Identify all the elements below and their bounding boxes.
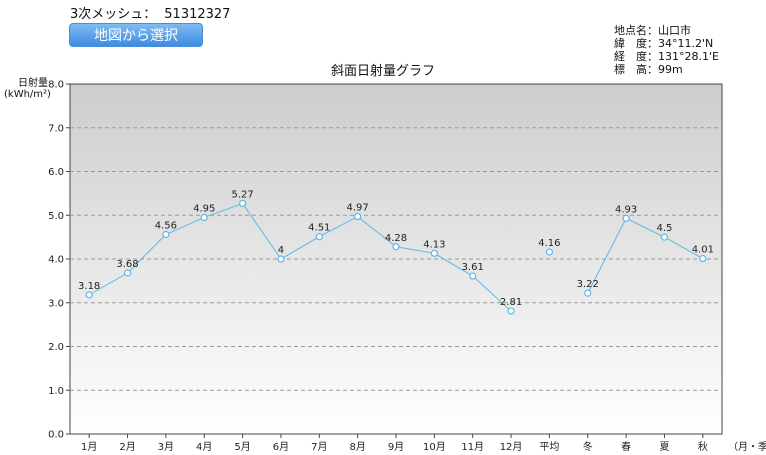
x-tick-label: 6月 — [273, 441, 289, 453]
data-label: 4.97 — [347, 203, 369, 214]
data-label: 4.13 — [423, 239, 445, 250]
x-tick-label: 4月 — [196, 441, 212, 453]
x-tick-label: 1月 — [81, 441, 97, 453]
y-tick-label: 6.0 — [48, 167, 64, 178]
data-point — [469, 272, 477, 280]
series-line — [587, 217, 704, 294]
mesh-code-label: 3次メッシュ： 51312327 — [70, 3, 230, 22]
y-axis-label-line2: (kWh/m²) — [4, 89, 51, 100]
altitude-row: 標 高：99m — [614, 63, 719, 76]
data-point — [660, 233, 669, 241]
y-tick-label: 8.0 — [48, 80, 64, 91]
x-tick-label: 8月 — [349, 441, 365, 453]
x-tick-label: 10月 — [423, 441, 446, 453]
data-point — [354, 212, 362, 221]
series — [85, 199, 707, 315]
mesh-label: 3次メッシュ： — [70, 7, 157, 22]
x-tick-label: 3月 — [158, 441, 174, 453]
data-label: 3.68 — [116, 259, 138, 270]
data-label: 2.81 — [500, 297, 522, 308]
data-point — [200, 213, 208, 222]
select-from-map-button[interactable]: 地図から選択 — [69, 23, 203, 47]
mesh-code: 51312327 — [164, 7, 231, 22]
data-label: 4.16 — [538, 238, 560, 249]
data-point — [238, 199, 247, 208]
y-axis-unit: 日射量 (kWh/m²) — [4, 78, 51, 100]
y-tick-label: 2.0 — [48, 342, 64, 353]
labels: 3.18 3.68 4.56 4.95 5.27 4 4.51 4.97 4.28 4.13 3.6… — [78, 189, 714, 308]
latitude-value: 34°11.2'N — [658, 37, 714, 50]
data-point — [392, 243, 400, 251]
data-label: 4.95 — [193, 203, 215, 214]
x-tick-label: 春 — [621, 441, 631, 453]
data-label: 3.61 — [462, 262, 484, 273]
data-point — [430, 249, 438, 257]
data-label: 4.93 — [615, 204, 637, 215]
axes: 0.0 1.0 2.0 3.0 4.0 5.0 6.0 7.0 8.0 1月 2月 3月 4月 5月 6月 7… — [48, 80, 766, 454]
y-tick-label: 5.0 — [48, 211, 64, 222]
latitude-label: 緯 度： — [614, 37, 658, 50]
x-tick-label: 秋 — [698, 440, 708, 453]
data-point — [545, 248, 554, 256]
x-tick-label: 夏 — [659, 441, 669, 453]
latitude-row: 緯 度：34°11.2'N — [614, 37, 719, 50]
data-label: 4.5 — [657, 223, 673, 234]
x-tick-label: 7月 — [311, 441, 327, 453]
location-info: 地点名：山口市 緯 度：34°11.2'N 経 度：131°28.1'E 標 高… — [614, 24, 719, 76]
data-point — [507, 307, 515, 315]
data-label: 5.27 — [231, 189, 253, 200]
y-tick-label: 7.0 — [48, 123, 64, 134]
data-label: 4.56 — [155, 221, 177, 232]
grid-lines — [70, 127, 722, 391]
x-tick-label: 5月 — [234, 441, 250, 453]
data-label: 3.18 — [78, 281, 100, 292]
longitude-value: 131°28.1'E — [658, 50, 719, 63]
data-point — [277, 255, 285, 263]
x-tick-label: 11月 — [461, 441, 484, 453]
longitude-row: 経 度：131°28.1'E — [614, 50, 719, 63]
data-label: 3.22 — [577, 279, 599, 290]
x-axis-suffix: （月・季） — [728, 441, 766, 453]
data-label: 4.01 — [692, 245, 714, 256]
y-tick-label: 0.0 — [48, 430, 64, 441]
data-label: 4.51 — [308, 223, 330, 234]
longitude-label: 経 度： — [614, 50, 658, 63]
data-point — [584, 289, 592, 297]
y-tick-label: 1.0 — [48, 386, 64, 397]
data-point — [85, 291, 93, 299]
data-label: 4 — [278, 245, 284, 256]
y-tick-label: 3.0 — [48, 298, 64, 309]
data-point — [123, 269, 132, 277]
y-axis-label-line1: 日射量 — [18, 78, 48, 89]
data-point — [699, 254, 707, 263]
x-tick-label: 2月 — [119, 441, 135, 453]
location-name-row: 地点名：山口市 — [614, 24, 719, 37]
y-tick-label: 4.0 — [48, 255, 64, 266]
data-point — [162, 230, 170, 239]
series-line — [88, 202, 512, 312]
x-tick-label: 12月 — [500, 441, 523, 453]
data-label: 4.28 — [385, 233, 407, 244]
location-name: 山口市 — [658, 24, 691, 37]
data-point — [315, 233, 323, 241]
altitude-label: 標 高： — [614, 63, 658, 76]
x-tick-label: 平均 — [539, 441, 559, 453]
location-name-label: 地点名： — [614, 24, 658, 37]
chart-title: 斜面日射量グラフ — [330, 64, 435, 79]
x-tick-label: 9月 — [388, 441, 404, 453]
x-tick-label: 冬 — [583, 440, 593, 453]
altitude-value: 99m — [658, 63, 683, 76]
data-point — [622, 214, 630, 222]
